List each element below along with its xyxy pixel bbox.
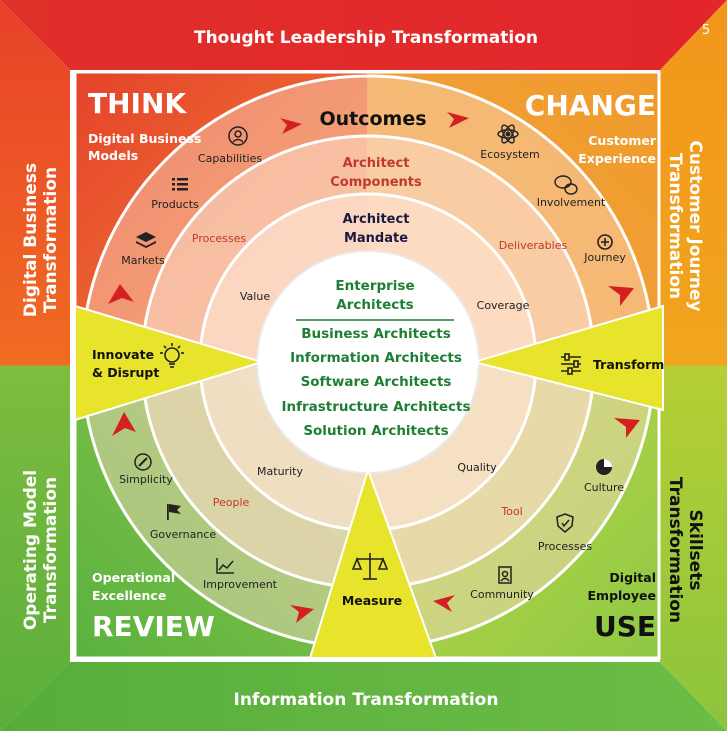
markets-node: Markets bbox=[121, 232, 165, 267]
page-number: 5 bbox=[702, 23, 710, 38]
svg-text:Community: Community bbox=[470, 588, 534, 601]
svg-text:Digital Business: Digital Business bbox=[21, 163, 41, 317]
svg-text:Transformation: Transformation bbox=[41, 477, 61, 623]
improvement-node: Improvement bbox=[203, 558, 278, 591]
value-label: Value bbox=[240, 290, 270, 303]
svg-text:Markets: Markets bbox=[121, 254, 165, 267]
center-heading-2: Architects bbox=[336, 297, 413, 313]
use-subtitle-1: Digital bbox=[609, 570, 656, 585]
governance-node: Governance bbox=[150, 504, 217, 541]
measure-label: Measure bbox=[342, 593, 402, 608]
review-subtitle-2: Excellence bbox=[92, 588, 166, 603]
change-subtitle-2: Experience bbox=[578, 151, 656, 166]
shield-check-icon bbox=[556, 513, 574, 533]
center-heading-1: Enterprise bbox=[335, 278, 414, 294]
capabilities-node: Capabilities bbox=[198, 126, 262, 165]
top-band bbox=[0, 0, 727, 70]
right-band bbox=[660, 0, 727, 731]
innovate-label-1: Innovate bbox=[92, 347, 154, 362]
products-node: Products bbox=[151, 178, 199, 211]
outcomes-title: Outcomes bbox=[319, 108, 426, 130]
bottom-wedge bbox=[308, 466, 438, 659]
flag-icon bbox=[167, 504, 181, 520]
svg-text:Transformation: Transformation bbox=[665, 477, 685, 623]
center-item-4: Infrastructure Architects bbox=[281, 399, 470, 415]
culture-node: Culture bbox=[584, 459, 624, 494]
tool-ring-label: Tool bbox=[500, 505, 522, 518]
svg-text:Products: Products bbox=[151, 198, 199, 211]
change-subtitle-1: Customer bbox=[588, 133, 657, 148]
plus-circle-icon bbox=[597, 234, 613, 250]
lightbulb-icon bbox=[160, 343, 184, 368]
quality-label: Quality bbox=[457, 461, 497, 474]
deliverables-ring-label: Deliverables bbox=[499, 239, 568, 252]
center-item-5: Solution Architects bbox=[303, 423, 448, 439]
sliders-icon bbox=[561, 353, 581, 375]
processes-node: Processes bbox=[538, 513, 592, 553]
transform-label: Transform bbox=[593, 357, 664, 372]
line-chart-icon bbox=[216, 558, 234, 574]
chat-bubbles-icon bbox=[554, 175, 578, 195]
right-top-band-title: Customer Journey Transformation bbox=[665, 140, 705, 311]
svg-text:Ecosystem: Ecosystem bbox=[480, 148, 540, 161]
innovate-label-2: & Disrupt bbox=[92, 365, 159, 380]
mandate-title-1: Architect bbox=[343, 212, 410, 227]
layers-icon bbox=[136, 232, 156, 248]
ecosystem-node: Ecosystem bbox=[480, 124, 540, 161]
right-bottom-band-title: Skillsets Transformation bbox=[665, 477, 705, 623]
mandate-title-2: Mandate bbox=[344, 231, 408, 246]
bottom-band bbox=[0, 662, 727, 731]
involvement-node: Involvement bbox=[537, 175, 606, 209]
compass-icon bbox=[134, 453, 152, 471]
use-title: USE bbox=[594, 610, 656, 643]
coverage-label: Coverage bbox=[477, 299, 530, 312]
think-subtitle-1: Digital Business bbox=[88, 131, 201, 146]
think-subtitle-2: Models bbox=[88, 148, 138, 163]
community-node: Community bbox=[470, 566, 534, 601]
review-title: REVIEW bbox=[92, 610, 215, 643]
svg-text:Governance: Governance bbox=[150, 528, 217, 541]
svg-text:Transformation: Transformation bbox=[41, 167, 61, 313]
simplicity-node: Simplicity bbox=[119, 453, 173, 486]
svg-text:Skillsets: Skillsets bbox=[685, 510, 705, 591]
journey-node: Journey bbox=[583, 234, 626, 264]
center-item-2: Information Architects bbox=[290, 350, 462, 366]
svg-text:Customer Journey: Customer Journey bbox=[685, 140, 705, 311]
components-title-2: Components bbox=[330, 175, 422, 190]
left-wedge bbox=[74, 304, 266, 422]
bottom-band-title: Information Transformation bbox=[234, 690, 499, 710]
maturity-label: Maturity bbox=[257, 465, 303, 478]
red-arrow-icon bbox=[108, 112, 640, 623]
change-title: CHANGE bbox=[525, 89, 656, 122]
svg-text:Operating Model: Operating Model bbox=[21, 470, 41, 630]
svg-text:Transformation: Transformation bbox=[665, 153, 685, 299]
pie-chart-icon bbox=[596, 459, 612, 475]
people-ring-label: People bbox=[213, 496, 250, 509]
atom-icon bbox=[497, 124, 519, 144]
use-subtitle-2: Employee bbox=[588, 588, 657, 603]
processes-ring-label: Processes bbox=[192, 232, 246, 245]
center-item-1: Business Architects bbox=[301, 326, 451, 342]
svg-text:Simplicity: Simplicity bbox=[119, 473, 173, 486]
svg-text:Capabilities: Capabilities bbox=[198, 152, 262, 165]
svg-text:Involvement: Involvement bbox=[537, 196, 606, 209]
scales-icon bbox=[351, 553, 389, 580]
document-icon bbox=[498, 566, 512, 584]
list-icon bbox=[172, 178, 188, 191]
components-title-1: Architect bbox=[343, 156, 410, 171]
center-item-3: Software Architects bbox=[301, 374, 452, 390]
svg-text:Journey: Journey bbox=[583, 251, 626, 264]
svg-text:Improvement: Improvement bbox=[203, 578, 278, 591]
left-top-band-title: Digital Business Transformation bbox=[21, 163, 61, 317]
gear-person-icon bbox=[228, 126, 248, 146]
top-band-title: Thought Leadership Transformation bbox=[194, 28, 538, 48]
think-title: THINK bbox=[88, 87, 187, 120]
svg-text:Culture: Culture bbox=[584, 481, 624, 494]
left-band bbox=[0, 0, 70, 731]
left-bottom-band-title: Operating Model Transformation bbox=[21, 470, 61, 630]
review-subtitle-1: Operational bbox=[92, 570, 175, 585]
svg-text:Processes: Processes bbox=[538, 540, 592, 553]
